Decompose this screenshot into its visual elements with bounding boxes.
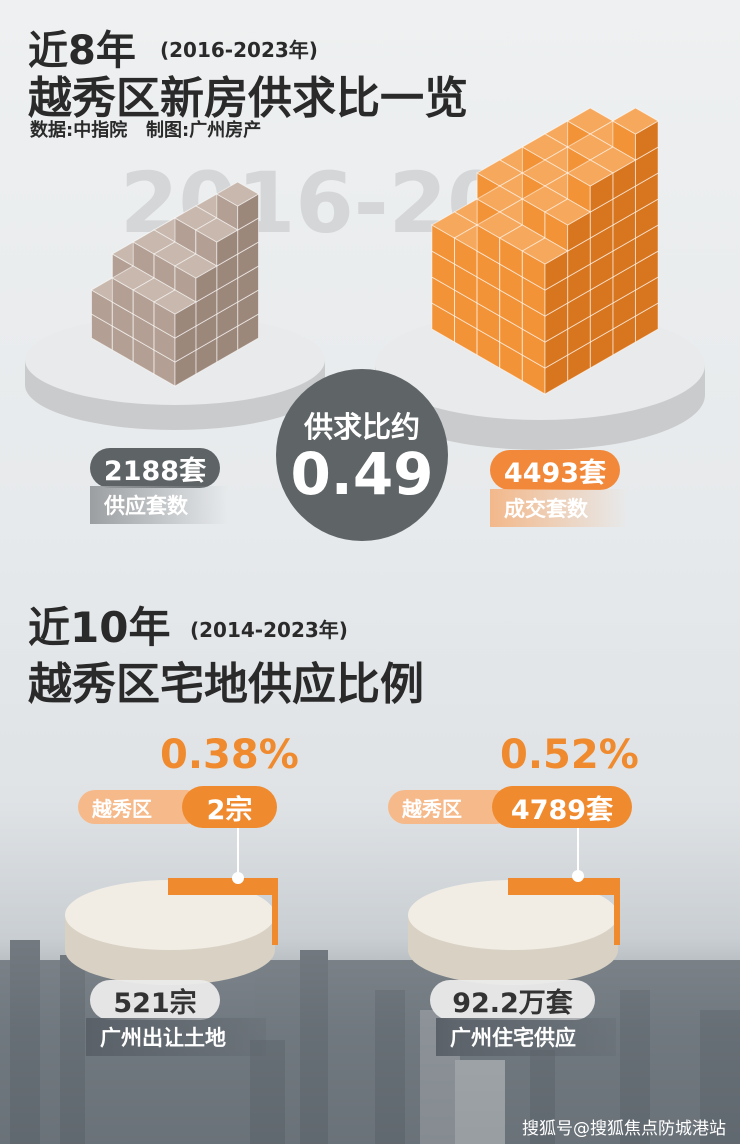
right-total-label: 广州住宅供应 xyxy=(436,1018,616,1056)
section2-period: (2014-2023年) xyxy=(190,618,348,642)
ratio-circle xyxy=(276,369,448,541)
deals-label: 成交套数 xyxy=(490,489,628,527)
block-top xyxy=(215,181,260,207)
block-top xyxy=(543,198,592,226)
pie-left xyxy=(65,826,278,985)
section1-period: (2016-2023年) xyxy=(160,38,318,62)
block-top xyxy=(566,159,614,187)
footer-watermark: 搜狐号@搜狐焦点防城港站 xyxy=(522,1119,726,1139)
right-district-value: 4789套 xyxy=(492,786,632,828)
source: 数据:中指院 制图:广州房产 xyxy=(30,120,262,141)
block-top xyxy=(173,253,218,279)
supply-label: 供应套数 xyxy=(90,486,228,524)
left-total: 521宗 xyxy=(90,980,220,1020)
section1-prefix: 近8年 xyxy=(28,28,136,74)
city-skyline xyxy=(0,940,740,1144)
left-total-label: 广州出让土地 xyxy=(86,1018,266,1056)
ratio-value: 0.49 xyxy=(290,440,434,508)
right-total: 92.2万套 xyxy=(430,980,595,1020)
block-top xyxy=(153,289,197,315)
left-district-value: 2宗 xyxy=(182,786,277,828)
left-percent: 0.38% xyxy=(160,732,299,778)
block-top xyxy=(611,107,660,135)
block-top xyxy=(521,237,569,265)
section1-title: 越秀区新房供求比一览 xyxy=(28,73,468,124)
ratio-label: 供求比约 xyxy=(303,410,420,444)
deals-value: 4493套 xyxy=(490,450,620,490)
section2-prefix: 近10年 xyxy=(28,603,171,652)
block-stacks xyxy=(90,107,660,395)
block-top xyxy=(194,217,239,243)
right-percent: 0.52% xyxy=(500,732,639,778)
supply-value: 2188套 xyxy=(90,448,220,488)
section2-title: 越秀区宅地供应比例 xyxy=(28,659,424,710)
pie-right xyxy=(408,826,620,985)
